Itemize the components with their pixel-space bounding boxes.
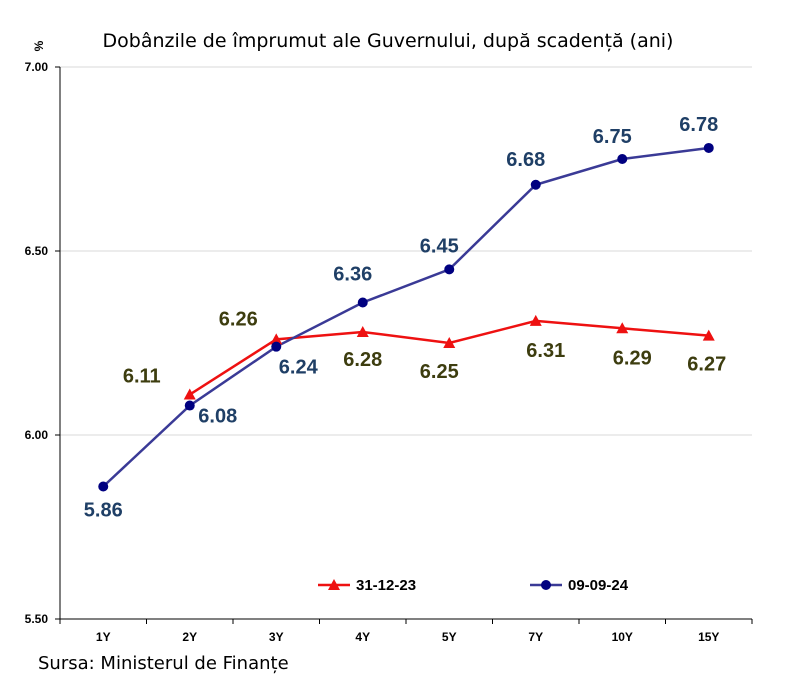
y-tick-labels: 5.50 6.00 6.50 7.00 bbox=[25, 60, 49, 626]
circle-marker bbox=[271, 341, 282, 352]
data-label: 6.27 bbox=[687, 354, 726, 376]
data-label: 6.28 bbox=[343, 349, 382, 371]
triangle-marker bbox=[270, 333, 283, 345]
data-label: 6.68 bbox=[506, 149, 545, 171]
triangle-marker bbox=[443, 337, 456, 348]
circle-marker bbox=[444, 264, 455, 275]
data-label: 6.08 bbox=[198, 406, 237, 428]
data-label: 6.29 bbox=[613, 347, 652, 369]
legend-label: 31-12-23 bbox=[356, 577, 416, 594]
circle-marker bbox=[357, 297, 368, 308]
data-label: 6.24 bbox=[279, 357, 319, 379]
data-label: 6.11 bbox=[123, 366, 161, 388]
x-tick-label: 2Y bbox=[182, 630, 197, 644]
source-note: Sursa: Ministerul de Finanțe bbox=[38, 653, 289, 674]
legend-triangle-marker bbox=[328, 579, 340, 590]
legend: 31-12-23 09-09-24 bbox=[318, 577, 629, 594]
data-label: 6.25 bbox=[420, 361, 459, 383]
legend-label: 09-09-24 bbox=[568, 577, 629, 594]
series-markers bbox=[98, 142, 715, 492]
x-tick-label: 10Y bbox=[612, 630, 633, 644]
data-label: 6.45 bbox=[420, 235, 459, 257]
triangle-marker bbox=[183, 388, 196, 400]
triangle-marker bbox=[529, 314, 542, 326]
x-tick-label: 7Y bbox=[528, 630, 543, 644]
data-label: 6.26 bbox=[219, 308, 258, 330]
circle-marker bbox=[617, 154, 628, 164]
triangle-marker bbox=[702, 329, 715, 341]
legend-circle-marker bbox=[541, 580, 551, 590]
data-label: 6.75 bbox=[593, 126, 632, 148]
gridlines bbox=[60, 66, 752, 436]
y-axis-unit: % bbox=[32, 40, 46, 51]
x-tick-label: 4Y bbox=[355, 630, 370, 644]
data-labels: 6.11 6.26 6.28 6.25 6.31 6.29 6.27 5.86 6.08 6.24… bbox=[84, 114, 726, 522]
circle-marker bbox=[530, 179, 541, 190]
x-tick-label: 15Y bbox=[698, 630, 719, 644]
chart-title: Dobânzile de împrumut ale Guvernului, du… bbox=[103, 30, 674, 52]
x-tick-label: 1Y bbox=[96, 630, 111, 644]
data-label: 5.86 bbox=[84, 500, 123, 522]
circle-marker bbox=[703, 142, 714, 153]
x-tick-label: 5Y bbox=[442, 630, 457, 644]
y-tick-label: 6.50 bbox=[25, 244, 49, 258]
data-label: 6.31 bbox=[526, 340, 565, 362]
y-tick-label: 7.00 bbox=[25, 60, 49, 74]
data-label: 6.78 bbox=[679, 114, 718, 136]
triangle-marker bbox=[616, 322, 629, 334]
y-tick-label: 5.50 bbox=[25, 612, 49, 626]
series-lines bbox=[102, 146, 709, 488]
axes bbox=[55, 66, 753, 624]
x-tick-labels: 1Y 2Y 3Y 4Y 5Y 7Y 10Y 15Y bbox=[96, 630, 720, 644]
series-line-09-09-24 bbox=[102, 146, 709, 488]
y-tick-label: 6.00 bbox=[25, 428, 49, 442]
triangle-marker bbox=[356, 325, 369, 337]
x-tick-label: 3Y bbox=[269, 630, 284, 644]
data-label: 6.36 bbox=[333, 264, 372, 286]
circle-marker bbox=[98, 481, 109, 492]
circle-marker bbox=[184, 400, 195, 411]
